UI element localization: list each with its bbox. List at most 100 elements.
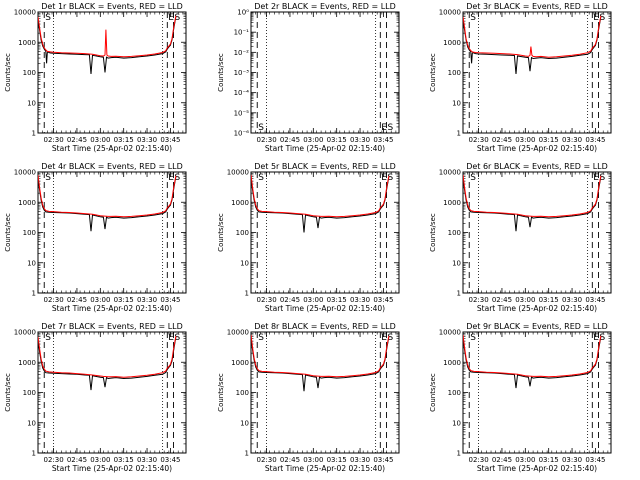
x-tick-label: 02:30 bbox=[43, 136, 63, 144]
x-tick-label: 03:30 bbox=[137, 296, 157, 304]
y-tick-label: 10000 bbox=[439, 9, 461, 17]
x-tick-label: 03:00 bbox=[90, 456, 110, 464]
series-line-lld bbox=[38, 174, 177, 218]
x-tick-label: 03:45 bbox=[373, 456, 393, 464]
y-tick-label: 10⁰ bbox=[237, 9, 249, 17]
x-tick-label: 03:30 bbox=[350, 296, 370, 304]
y-tick-label: 10⁻¹ bbox=[234, 29, 250, 37]
saa-flag-label: E bbox=[381, 123, 387, 133]
x-axis-label: Start Time (25-Apr-02 02:15:40) bbox=[265, 144, 385, 153]
x-tick-label: 03:45 bbox=[585, 456, 605, 464]
x-tick-label: 03:00 bbox=[303, 456, 323, 464]
saa-flag-label: S bbox=[600, 173, 606, 183]
x-tick-label: 02:45 bbox=[492, 456, 512, 464]
saa-flag-label: S bbox=[470, 333, 476, 343]
y-tick-label: 100 bbox=[23, 229, 36, 237]
y-tick-label: 10 bbox=[240, 259, 249, 267]
y-tick-label: 100 bbox=[23, 69, 36, 77]
x-axis-label: Start Time (25-Apr-02 02:15:40) bbox=[477, 464, 597, 473]
series-line-events bbox=[463, 176, 602, 232]
x-tick-label: 02:30 bbox=[468, 296, 488, 304]
x-tick-label: 03:30 bbox=[137, 456, 157, 464]
y-tick-label: 10 bbox=[452, 259, 461, 267]
x-tick-label: 03:15 bbox=[539, 456, 559, 464]
saa-flag-label: S bbox=[175, 173, 181, 183]
x-tick-label: 02:45 bbox=[492, 296, 512, 304]
x-tick-label: 02:45 bbox=[67, 296, 87, 304]
y-tick-label: 10 bbox=[27, 419, 36, 427]
detector-panel-6r: Det 6r BLACK = Events, RED = LLD 1 10 100 10… bbox=[429, 162, 612, 313]
saa-flag-label: S bbox=[258, 123, 264, 133]
y-axis-label: Counts/sec bbox=[429, 373, 437, 412]
y-tick-label: 1 bbox=[457, 290, 461, 298]
y-axis-label: Counts/sec bbox=[217, 373, 225, 412]
x-tick-label: 02:30 bbox=[256, 456, 276, 464]
series-line-lld bbox=[463, 334, 602, 378]
y-tick-label: 100 bbox=[448, 389, 461, 397]
series-line-events bbox=[38, 16, 177, 74]
x-tick-label: 02:45 bbox=[280, 296, 300, 304]
series-line-lld bbox=[38, 15, 177, 58]
x-tick-label: 03:15 bbox=[327, 136, 347, 144]
saa-flag-label: S bbox=[388, 333, 394, 343]
panel-title: Det 2r BLACK = Events, RED = LLD bbox=[254, 2, 396, 11]
y-tick-label: 10⁻⁴ bbox=[234, 89, 250, 97]
x-tick-label: 02:30 bbox=[43, 296, 63, 304]
saa-flag-label: S bbox=[258, 173, 264, 183]
x-tick-label: 03:15 bbox=[114, 296, 134, 304]
x-tick-label: 03:45 bbox=[160, 136, 180, 144]
series-line-events bbox=[463, 16, 602, 74]
x-tick-label: 02:30 bbox=[468, 136, 488, 144]
series-line-events bbox=[38, 176, 177, 232]
y-axis-label: Counts/sec bbox=[217, 53, 225, 92]
y-axis-label: Counts/sec bbox=[429, 213, 437, 252]
y-tick-label: 10000 bbox=[14, 169, 36, 177]
x-tick-label: 03:45 bbox=[160, 456, 180, 464]
y-tick-label: 100 bbox=[23, 389, 36, 397]
detector-panel-9r: Det 9r BLACK = Events, RED = LLD 1 10 100 10… bbox=[429, 322, 612, 473]
panel-title: Det 8r BLACK = Events, RED = LLD bbox=[254, 322, 396, 331]
saa-flag-label: S bbox=[45, 173, 51, 183]
x-tick-label: 03:15 bbox=[327, 296, 347, 304]
x-tick-label: 03:45 bbox=[585, 136, 605, 144]
saa-flag-label: S bbox=[45, 13, 51, 23]
x-axis-label: Start Time (25-Apr-02 02:15:40) bbox=[52, 464, 172, 473]
saa-flag-label: E bbox=[593, 13, 599, 23]
saa-flag-label: S bbox=[258, 333, 264, 343]
x-axis-label: Start Time (25-Apr-02 02:15:40) bbox=[477, 304, 597, 313]
x-tick-label: 02:30 bbox=[468, 456, 488, 464]
x-tick-label: 03:30 bbox=[350, 456, 370, 464]
y-tick-label: 1000 bbox=[18, 199, 36, 207]
series-line-lld bbox=[463, 174, 602, 218]
y-tick-label: 1000 bbox=[231, 199, 249, 207]
x-axis-label: Start Time (25-Apr-02 02:15:40) bbox=[52, 144, 172, 153]
saa-flag-label: E bbox=[381, 333, 387, 343]
panel-title: Det 9r BLACK = Events, RED = LLD bbox=[466, 322, 608, 331]
detector-panel-1r: Det 1r BLACK = Events, RED = LLD 1 10 100 10… bbox=[4, 2, 187, 153]
y-tick-label: 10000 bbox=[227, 329, 249, 337]
saa-flag-label: S bbox=[175, 333, 181, 343]
x-tick-label: 02:45 bbox=[67, 136, 87, 144]
y-tick-label: 10 bbox=[452, 99, 461, 107]
saa-flag-label: E bbox=[168, 13, 174, 23]
detector-panel-4r: Det 4r BLACK = Events, RED = LLD 1 10 100 10… bbox=[4, 162, 187, 313]
x-axis-label: Start Time (25-Apr-02 02:15:40) bbox=[477, 144, 597, 153]
y-tick-label: 10⁻⁶ bbox=[234, 130, 250, 138]
x-tick-label: 03:00 bbox=[303, 136, 323, 144]
y-tick-label: 1 bbox=[245, 450, 249, 458]
series-line-events bbox=[38, 337, 177, 391]
y-axis-label: Counts/sec bbox=[429, 53, 437, 92]
y-axis-label: Counts/sec bbox=[217, 213, 225, 252]
y-tick-label: 100 bbox=[448, 69, 461, 77]
y-tick-label: 1000 bbox=[18, 359, 36, 367]
x-tick-label: 03:30 bbox=[562, 296, 582, 304]
y-tick-label: 1 bbox=[457, 450, 461, 458]
panel-title: Det 6r BLACK = Events, RED = LLD bbox=[466, 162, 608, 171]
y-tick-label: 10000 bbox=[439, 329, 461, 337]
x-axis-label: Start Time (25-Apr-02 02:15:40) bbox=[265, 464, 385, 473]
y-tick-label: 10⁻³ bbox=[234, 69, 250, 77]
y-tick-label: 1 bbox=[32, 290, 36, 298]
series-line-events bbox=[463, 336, 602, 389]
saa-flag-label: S bbox=[470, 173, 476, 183]
